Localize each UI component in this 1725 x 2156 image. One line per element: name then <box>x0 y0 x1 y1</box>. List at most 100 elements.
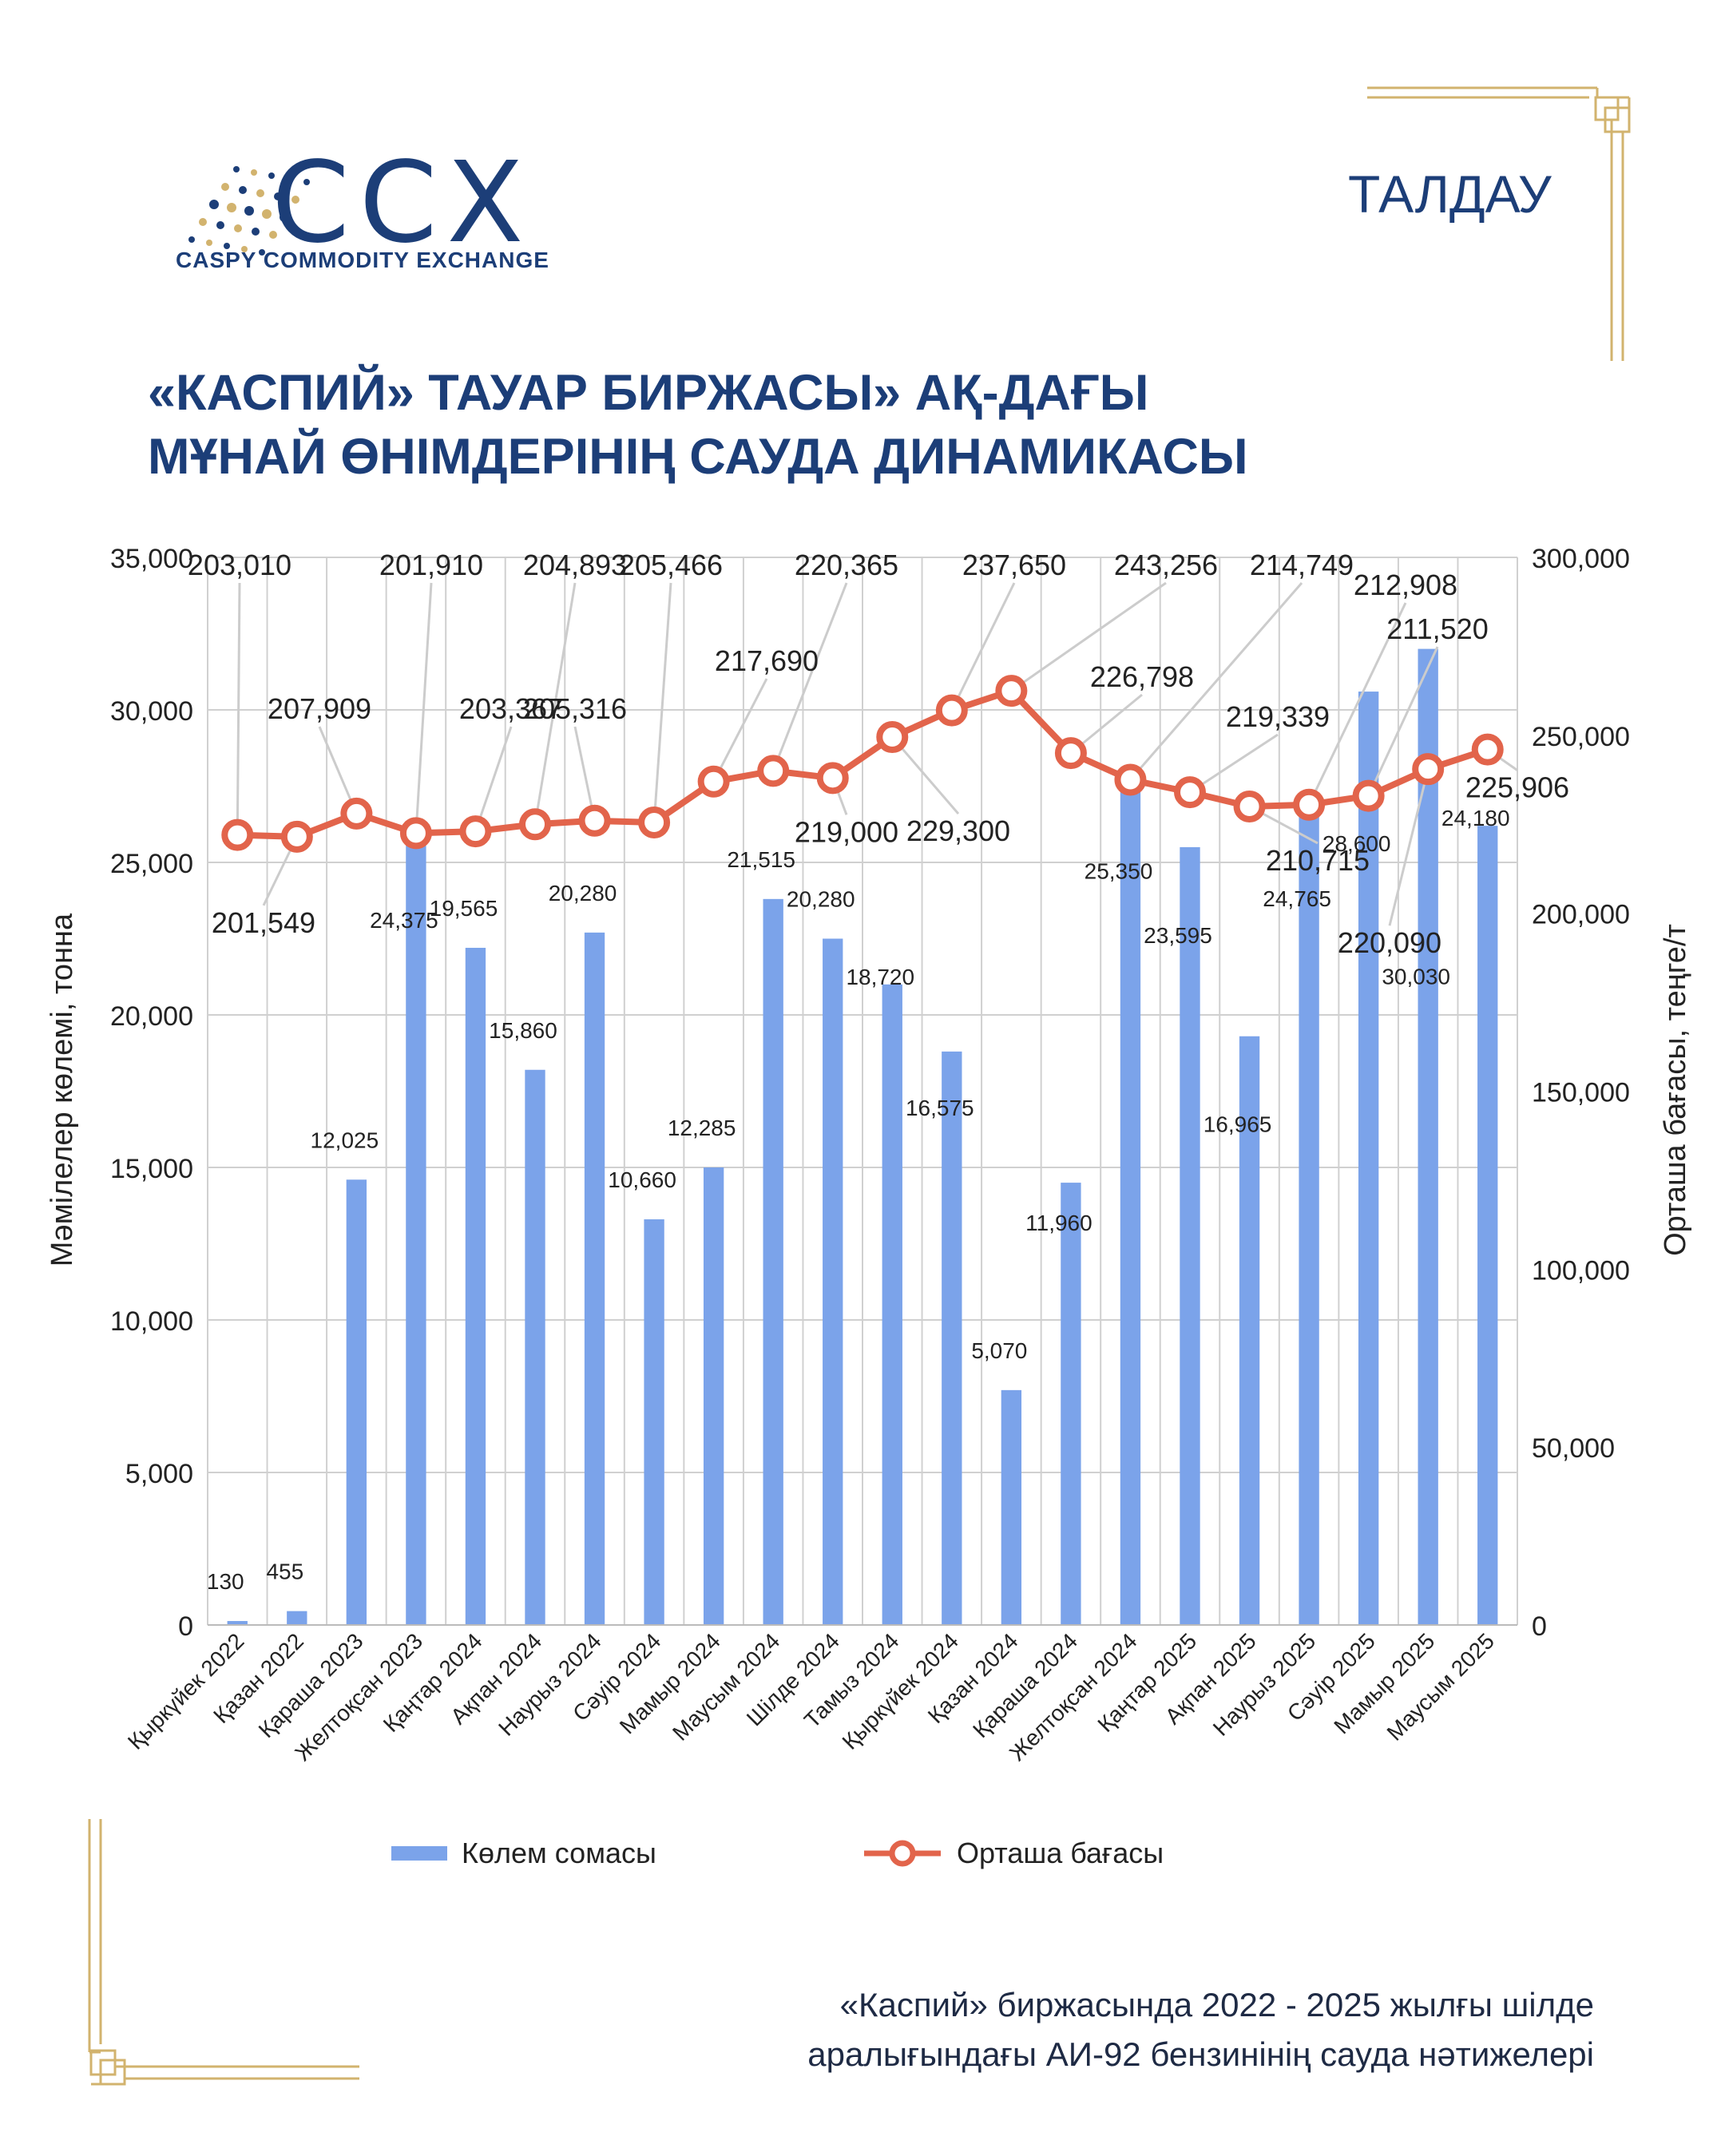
legend-label-price: Орташа бағасы <box>957 1837 1164 1869</box>
line-data-label: 229,300 <box>906 814 1010 847</box>
price-point <box>638 807 671 839</box>
bar-data-label: 130 <box>207 1569 244 1594</box>
line-series <box>221 675 1504 853</box>
price-point <box>459 815 492 848</box>
x-tick-label: Маусым 2025 <box>1382 1628 1499 1745</box>
y-tick-label: 20,000 <box>110 1001 193 1032</box>
leader-line <box>1367 646 1439 797</box>
y-axis-label: Мәмілелер көлемі, тонна <box>46 913 79 1266</box>
leader-line <box>950 582 1016 711</box>
price-point <box>578 804 611 837</box>
line-data-label: 201,549 <box>212 906 315 939</box>
bar <box>1239 1036 1260 1625</box>
legend-label-volume: Көлем сомасы <box>462 1837 656 1869</box>
price-point <box>935 694 968 727</box>
bar-data-label: 12,285 <box>668 1116 736 1140</box>
logo-dot <box>206 240 212 246</box>
bar <box>1061 1183 1081 1625</box>
x-tick-label: Қараша 2024 <box>968 1628 1082 1742</box>
logo-dot <box>188 236 195 243</box>
logo-dot <box>216 221 224 229</box>
bar <box>763 898 783 1625</box>
bar-data-label: 5,070 <box>971 1338 1027 1363</box>
bar <box>1120 783 1141 1626</box>
logo-dot <box>252 228 260 236</box>
bar <box>1477 826 1498 1625</box>
y-tick-label: 10,000 <box>110 1306 193 1337</box>
price-point <box>1471 733 1504 766</box>
bar-data-label: 24,765 <box>1263 886 1331 911</box>
price-point <box>1412 753 1445 786</box>
line-data-labels: 203,010 201,549 207,909 201,910 203,367 204,8… <box>188 549 1569 959</box>
price-point <box>1174 776 1206 809</box>
bar-series <box>227 648 1498 1626</box>
title-line-1: «КАСПИЙ» ТАУАР БИРЖАСЫ» АҚ-ДАҒЫ <box>148 365 1149 421</box>
leader-line <box>891 736 960 815</box>
logo-dot <box>209 200 219 209</box>
title-line-2: МҰНАЙ ӨНІМДЕРІНІҢ САУДА ДИНАМИКАСЫ <box>148 429 1248 485</box>
price-point <box>1233 790 1266 822</box>
bar-data-label: 24,180 <box>1441 806 1510 830</box>
ccx-logo-dots-icon <box>188 166 310 256</box>
bar <box>1418 648 1438 1625</box>
bar <box>1299 810 1319 1625</box>
price-point <box>757 755 790 787</box>
page-title: «КАСПИЙ» ТАУАР БИРЖАСЫ» АҚ-ДАҒЫ МҰНАЙ ӨН… <box>148 361 1665 489</box>
bar <box>823 938 843 1625</box>
bar <box>1180 846 1200 1625</box>
line-data-label: 243,256 <box>1114 549 1218 581</box>
price-point <box>697 765 730 798</box>
bar <box>644 1219 664 1625</box>
bar <box>287 1611 307 1625</box>
leader-line <box>712 678 768 783</box>
bar <box>1358 692 1379 1625</box>
y2-tick-label: 150,000 <box>1532 1078 1630 1108</box>
chart-legend: Көлем сомасы Орташа бағасы <box>0 1837 1725 1900</box>
price-point <box>876 721 909 754</box>
y-tick-label: 15,000 <box>110 1154 193 1184</box>
x-tick-label: Наурыз 2025 <box>1208 1628 1321 1741</box>
line-data-label: 210,715 <box>1266 844 1370 877</box>
bar <box>703 1167 724 1625</box>
logo-dot <box>239 186 247 194</box>
bar <box>942 1051 962 1625</box>
price-point <box>340 797 373 830</box>
y2-tick-label: 200,000 <box>1532 900 1630 930</box>
price-point <box>519 808 551 841</box>
line-data-label: 205,466 <box>619 549 723 581</box>
line-data-label: 201,910 <box>379 549 483 581</box>
price-point <box>221 818 254 851</box>
line-data-label: 226,798 <box>1090 660 1194 693</box>
corner-ornament-bottom-left <box>88 1819 359 2086</box>
x-tick-label: Наурыз 2024 <box>494 1628 606 1741</box>
bar-data-label: 15,860 <box>489 1018 557 1043</box>
leader-line <box>573 726 597 822</box>
bar <box>525 1069 545 1625</box>
leader-line <box>414 582 433 834</box>
bar <box>346 1179 367 1625</box>
logo-dot <box>274 192 282 200</box>
bar-data-label: 16,575 <box>906 1096 974 1120</box>
logo-dot <box>224 243 230 249</box>
leader-line <box>533 582 577 825</box>
y-tick-label: 30,000 <box>110 696 193 727</box>
section-tag: ТАЛДАУ <box>1348 164 1552 224</box>
y-tick-label: 0 <box>178 1611 193 1642</box>
logo-dot <box>221 183 229 191</box>
line-data-label: 205,316 <box>523 692 627 725</box>
y-tick-label: 5,000 <box>125 1459 193 1489</box>
logo-dot <box>251 169 257 176</box>
line-data-label: 219,000 <box>795 815 898 848</box>
bar-data-label: 20,280 <box>787 887 855 912</box>
y2-tick-label: 50,000 <box>1532 1433 1615 1464</box>
y2-tick-label: 250,000 <box>1532 722 1630 752</box>
price-point <box>1293 788 1326 821</box>
logo-dot <box>227 203 236 212</box>
ccx-logo <box>176 152 591 279</box>
leader-line <box>652 582 672 823</box>
caption-line-1: «Каспий» биржасында 2022 - 2025 жылғы ші… <box>839 1986 1594 2023</box>
leader-line <box>1307 602 1407 806</box>
logo-dot <box>199 218 207 226</box>
caption-line-2: аралығындағы АИ-92 бензинінің сауда нәти… <box>807 2035 1594 2073</box>
legend-item-price: Орташа бағасы <box>862 1837 1164 1870</box>
